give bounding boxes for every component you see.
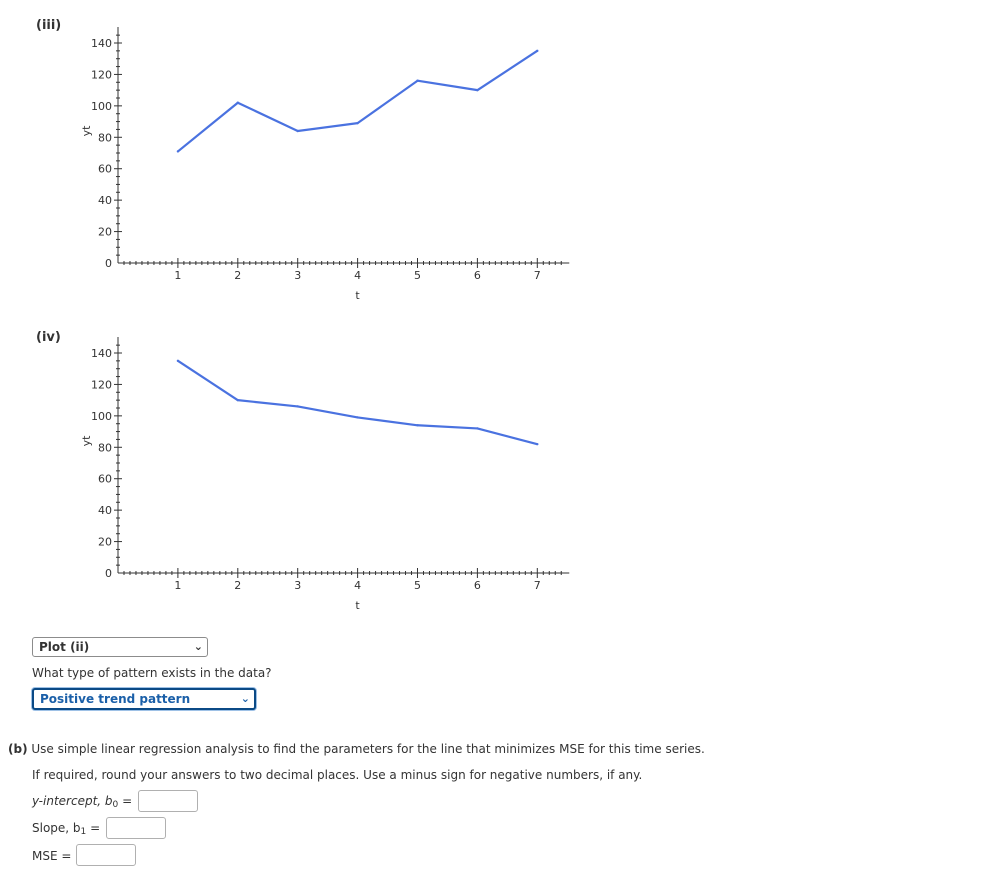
rounding-instructions: If required, round your answers to two d… [32,768,643,782]
intercept-subscript: 0 [112,800,119,810]
x-tick-label: 7 [534,579,541,592]
y-tick-label: 80 [98,131,112,144]
y-tick-label: 80 [98,441,112,454]
plot-iv-chart: 0 20 40 60 80 100 120 140 1 2 3 4 5 6 7 t yt [80,337,570,612]
plot-select-dropdown[interactable]: Plot (ii) ⌄ [32,637,208,657]
data-point [176,150,180,153]
y-tick-label: 60 [98,163,112,176]
pattern-question: What type of pattern exists in the data? [32,666,272,680]
part-b-question-text: Use simple linear regression analysis to… [31,742,705,756]
y-tick-label: 0 [105,567,112,580]
y-axis-label: yt [80,435,93,447]
data-point [236,398,239,402]
y-tick-label: 20 [98,536,112,549]
plot-select-value: Plot (ii) [39,640,90,654]
x-tick-label: 7 [534,269,541,282]
data-point [176,359,180,363]
chevron-down-icon: ⌄ [193,640,203,653]
slope-label: Slope, b1 = [32,821,100,837]
data-point [476,427,479,430]
x-tick-label: 4 [354,579,361,592]
y-tick-label: 60 [98,473,112,486]
y-tick-label: 40 [98,194,112,207]
slope-label-text: Slope, b [32,821,81,835]
x-axis-label: t [355,599,360,612]
y-tick-label: 120 [91,68,112,81]
mse-input[interactable] [76,844,136,866]
plot-iv-label: (iv) [36,330,61,345]
y-axis-label: yt [80,125,93,137]
series-line [177,49,538,153]
y-tick-label: 100 [91,410,112,423]
y-tick-label: 20 [98,226,112,239]
x-axis-label: t [355,289,360,302]
intercept-label-text: y-intercept, b [32,794,113,808]
data-point [356,121,359,125]
x-tick-label: 5 [414,579,421,592]
x-tick-label: 1 [174,579,181,592]
plot-iii-chart: 0 20 40 60 80 100 120 140 1 2 3 4 5 6 7 t yt [80,27,570,302]
data-point [416,79,419,82]
slope-subscript: 1 [80,827,87,837]
part-b-label: (b) [8,742,28,756]
data-point [476,88,479,92]
data-point [296,129,299,133]
x-tick-label: 6 [474,579,481,592]
x-tick-label: 2 [234,269,241,282]
intercept-input[interactable] [138,790,198,812]
pattern-select-dropdown[interactable]: Positive trend pattern ⌄ [32,688,256,710]
x-tick-label: 3 [294,269,301,282]
mse-label: MSE = [32,849,72,863]
x-tick-label: 5 [414,269,421,282]
data-point [356,416,359,419]
slope-equals: = [90,821,101,835]
pattern-select-value: Positive trend pattern [40,692,191,706]
part-b-question: (b) Use simple linear regression analysi… [8,742,705,756]
data-point [236,101,239,104]
x-tick-label: 2 [234,579,241,592]
x-tick-label: 4 [354,269,361,282]
series-line [177,359,538,446]
chevron-down-icon: ⌄ [240,692,250,705]
x-tick-label: 1 [174,269,181,282]
intercept-equals: = [122,794,133,808]
y-tick-label: 140 [91,347,112,360]
y-tick-label: 140 [91,37,112,50]
y-tick-label: 0 [105,257,112,270]
data-point [416,424,419,427]
y-tick-label: 100 [91,100,112,113]
data-point [296,405,299,408]
y-tick-label: 40 [98,504,112,517]
data-point [536,442,539,446]
x-tick-label: 6 [474,269,481,282]
plot-iii-label: (iii) [36,18,62,33]
intercept-label: y-intercept, b0 = [32,794,132,810]
x-tick-label: 3 [294,579,301,592]
slope-input[interactable] [106,817,166,839]
data-point [536,49,539,53]
y-tick-label: 120 [91,378,112,391]
